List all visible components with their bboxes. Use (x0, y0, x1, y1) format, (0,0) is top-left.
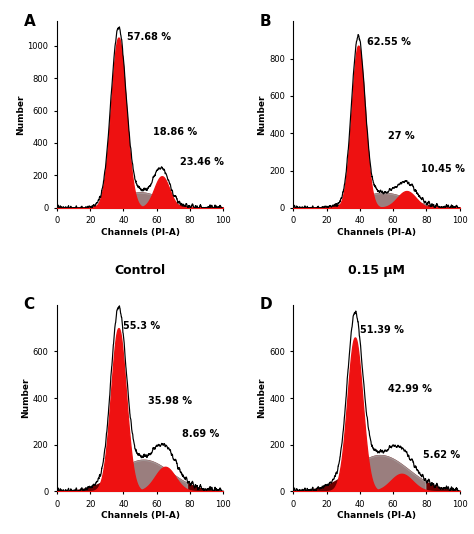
Y-axis label: Number: Number (257, 95, 266, 135)
Text: Control: Control (115, 264, 166, 277)
Text: 5.62 %: 5.62 % (423, 450, 460, 460)
Y-axis label: Number: Number (257, 378, 266, 418)
Text: 23.46 %: 23.46 % (180, 157, 224, 167)
Text: 57.68 %: 57.68 % (127, 32, 171, 42)
Text: 42.99 %: 42.99 % (388, 384, 432, 394)
X-axis label: Channels (PI-A): Channels (PI-A) (100, 512, 180, 521)
X-axis label: Channels (PI-A): Channels (PI-A) (337, 512, 416, 521)
Text: 51.39 %: 51.39 % (360, 325, 404, 335)
Text: C: C (24, 297, 35, 312)
Text: D: D (260, 297, 273, 312)
Text: 55.3 %: 55.3 % (123, 321, 161, 331)
Y-axis label: Number: Number (16, 95, 25, 135)
Text: 62.55 %: 62.55 % (366, 37, 410, 48)
Text: 10.45 %: 10.45 % (421, 164, 465, 174)
Y-axis label: Number: Number (21, 378, 30, 418)
X-axis label: Channels (PI-A): Channels (PI-A) (100, 228, 180, 237)
Text: 27 %: 27 % (388, 131, 415, 140)
Text: A: A (24, 14, 36, 29)
Text: 0.15 μM: 0.15 μM (348, 264, 405, 277)
Text: 18.86 %: 18.86 % (154, 127, 198, 137)
Text: 35.98 %: 35.98 % (148, 396, 192, 405)
Text: 8.69 %: 8.69 % (182, 429, 219, 439)
X-axis label: Channels (PI-A): Channels (PI-A) (337, 228, 416, 237)
Text: B: B (260, 14, 272, 29)
